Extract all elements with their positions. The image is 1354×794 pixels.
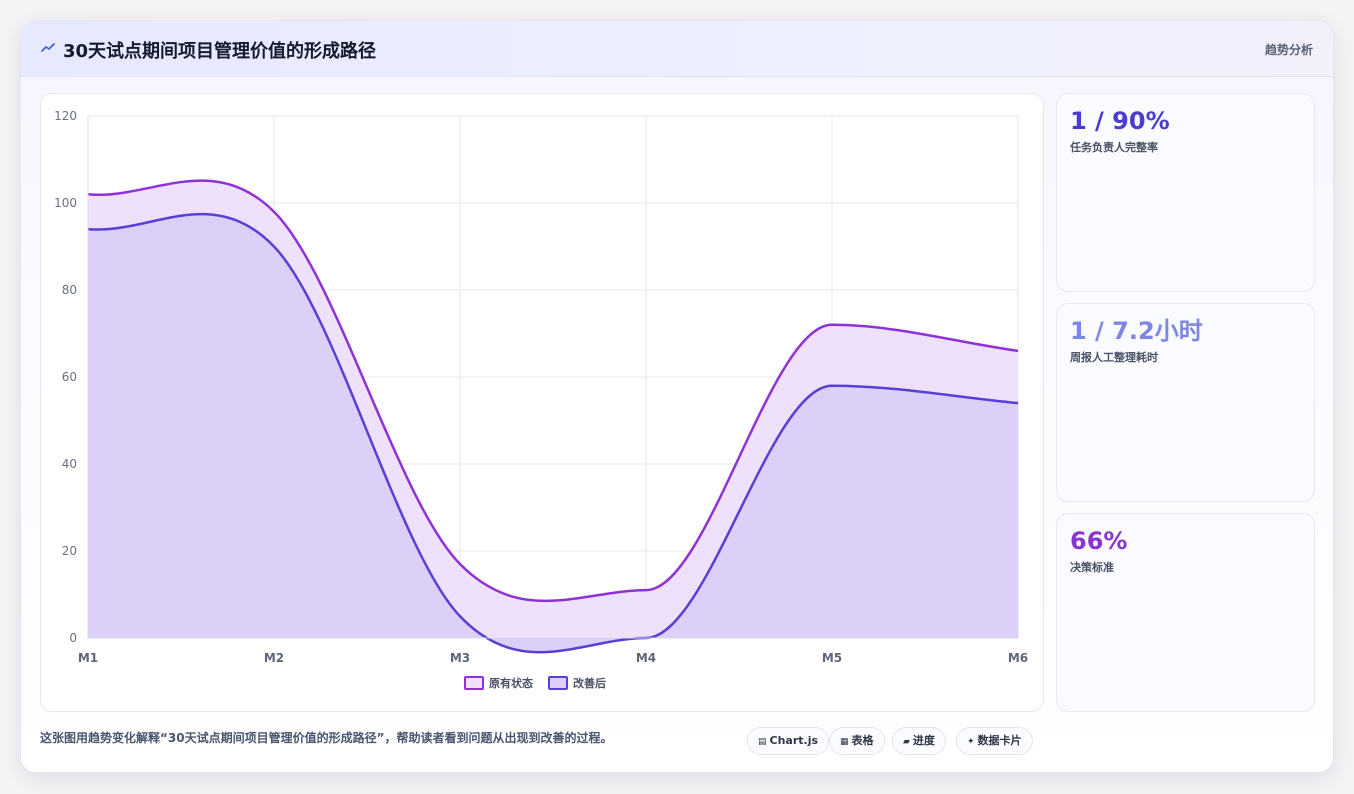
y-tick-label: 120 <box>54 109 77 123</box>
legend-label: 原有状态 <box>489 676 533 690</box>
analysis-tag: 趋势分析 <box>1264 43 1313 57</box>
kpi-value: 66% <box>1070 527 1128 555</box>
progress-icon: ▰ <box>903 737 910 747</box>
chart-icon: ▤ <box>758 737 767 747</box>
kpi-card-weekly-report-time: 1 / 7.2小时 周报人工整理耗时 <box>1056 303 1315 502</box>
x-tick-label: M2 <box>264 651 284 665</box>
kpi-card-owner-completeness: 1 / 90% 任务负责人完整率 <box>1056 93 1315 292</box>
chartjs-pill-button[interactable]: ▤ Chart.js <box>747 727 830 755</box>
data-card-pill-button[interactable]: ✦ 数据卡片 <box>956 727 1033 755</box>
kpi-label: 决策标准 <box>1070 561 1114 574</box>
panel-header: 30天试点期间项目管理价值的形成路径 趋势分析 <box>21 21 1333 77</box>
chart-description: 这张图用趋势变化解释“30天试点期间项目管理价值的形成路径”，帮助读者看到问题从… <box>40 731 613 745</box>
x-tick-label: M3 <box>450 651 470 665</box>
y-tick-label: 100 <box>54 196 77 210</box>
series-line-0 <box>87 179 1019 603</box>
kpi-label: 任务负责人完整率 <box>1070 141 1158 154</box>
area-chart: 0 20 40 60 80 100 120 M1 M2 M3 M4 M5 M6 原有状态 改善后 <box>54 109 1028 690</box>
kpi-label: 周报人工整理耗时 <box>1070 351 1158 364</box>
table-icon: ▦ <box>840 737 849 747</box>
y-tick-label: 60 <box>62 370 77 384</box>
series-line-1 <box>87 212 1019 654</box>
x-tick-label: M6 <box>1008 651 1028 665</box>
table-pill-button[interactable]: ▦ 表格 <box>829 727 885 755</box>
y-tick-label: 80 <box>62 283 77 297</box>
legend-swatch <box>548 676 568 690</box>
trend-line-icon <box>41 43 55 52</box>
chart-card: 0 20 40 60 80 100 120 M1 M2 M3 M4 M5 M6 原有状态 改善后 <box>40 93 1044 712</box>
data-card-icon: ✦ <box>967 737 975 747</box>
y-tick-label: 40 <box>62 457 77 471</box>
series-area-1 <box>88 214 1018 653</box>
y-tick-label: 0 <box>69 631 77 645</box>
x-tick-label: M5 <box>822 651 842 665</box>
pill-label: 进度 <box>912 734 935 747</box>
legend-swatch <box>464 676 484 690</box>
kpi-value: 1 / 7.2小时 <box>1070 317 1203 345</box>
pill-label: 表格 <box>851 734 874 747</box>
page-title: 30天试点期间项目管理价值的形成路径 <box>63 41 377 62</box>
pill-label: Chart.js <box>769 734 819 747</box>
kpi-card-decision-standard: 66% 决策标准 <box>1056 513 1315 712</box>
kpi-value: 1 / 90% <box>1070 107 1170 135</box>
dashboard-panel: 30天试点期间项目管理价值的形成路径 趋势分析 0 20 40 60 80 100 120 M… <box>20 20 1334 773</box>
progress-pill-button[interactable]: ▰ 进度 <box>892 727 946 755</box>
pill-label: 数据卡片 <box>977 734 1022 747</box>
x-tick-label: M4 <box>636 651 656 665</box>
y-tick-label: 20 <box>62 544 77 558</box>
x-tick-label: M1 <box>78 651 98 665</box>
legend-label: 改善后 <box>573 676 606 690</box>
